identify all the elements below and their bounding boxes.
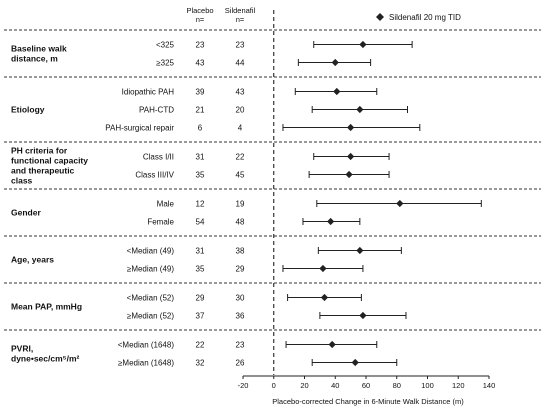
column-header-n-placebo: n= [196, 15, 205, 24]
x-tick-label: 80 [393, 381, 401, 390]
x-axis-label: Placebo-corrected Change in 6-Minute Wal… [272, 397, 464, 406]
placebo-n-value: 29 [196, 294, 205, 303]
placebo-n-value: 21 [196, 106, 205, 115]
point-estimate-diamond [359, 311, 367, 320]
subgroup-label: Class III/IV [135, 171, 174, 180]
x-tick-label: 40 [331, 381, 339, 390]
placebo-n-value: 31 [196, 153, 205, 162]
group-label: PVRI, dyne•sec/cm⁵/m² [11, 344, 80, 364]
placebo-n-value: 31 [196, 247, 205, 256]
placebo-n-value: 23 [196, 41, 205, 50]
point-estimate-diamond [327, 217, 335, 226]
column-header-placebo: Placebo [186, 6, 213, 15]
placebo-n-value: 39 [196, 88, 205, 97]
point-estimate-diamond [356, 105, 364, 114]
subgroup-label: <Median (52) [127, 294, 175, 303]
subgroup-label: Male [157, 200, 175, 209]
group-label: PH criteria for functional capacity and th… [11, 146, 88, 186]
point-estimate-diamond [359, 40, 367, 49]
sildenafil-n-value: 23 [236, 41, 245, 50]
placebo-n-value: 35 [196, 265, 205, 274]
sildenafil-n-value: 29 [236, 265, 245, 274]
subgroup-label: PAH-surgical repair [105, 124, 174, 133]
placebo-n-value: 22 [196, 341, 205, 350]
point-estimate-diamond [320, 293, 329, 302]
placebo-n-value: 37 [196, 312, 205, 321]
placebo-n-value: 54 [196, 218, 205, 227]
sildenafil-n-value: 30 [236, 294, 245, 303]
group-label: Etiology [11, 105, 45, 115]
x-tick-label: 0 [272, 381, 276, 390]
sildenafil-n-value: 43 [236, 88, 245, 97]
subgroup-label: Class I/II [143, 153, 174, 162]
x-tick-label: 60 [362, 381, 370, 390]
sildenafil-n-value: 38 [236, 247, 245, 256]
placebo-n-value: 32 [196, 359, 205, 368]
x-tick-label: 140 [483, 381, 496, 390]
group-label: Age, years [11, 255, 54, 265]
sildenafil-n-value: 19 [236, 200, 245, 209]
point-estimate-diamond [347, 152, 355, 161]
group-label: Baseline walk distance, m [11, 44, 67, 64]
sildenafil-n-value: 36 [236, 312, 245, 321]
sildenafil-n-value: 44 [236, 59, 245, 68]
x-tick-label: -20 [238, 381, 249, 390]
point-estimate-diamond [356, 246, 364, 255]
sildenafil-n-value: 22 [236, 153, 245, 162]
point-estimate-diamond [345, 170, 353, 179]
placebo-n-value: 6 [198, 124, 203, 133]
point-estimate-diamond [328, 340, 336, 349]
sildenafil-n-value: 4 [238, 124, 243, 133]
x-tick-label: 120 [452, 381, 465, 390]
subgroup-label: <Median (49) [127, 247, 175, 256]
subgroup-label: Idiopathic PAH [122, 88, 175, 97]
placebo-n-value: 12 [196, 200, 205, 209]
point-estimate-diamond [351, 358, 359, 367]
column-header-sildenafil: Sildenafil [225, 6, 256, 15]
point-estimate-diamond [333, 87, 341, 96]
subgroup-label: PAH-CTD [139, 106, 174, 115]
sildenafil-n-value: 45 [236, 171, 245, 180]
sildenafil-n-value: 23 [236, 341, 245, 350]
legend-label: Sildenafil 20 mg TID [389, 13, 461, 22]
subgroup-label: <Median (1648) [118, 341, 175, 350]
legend-diamond-marker [376, 13, 384, 21]
point-estimate-diamond [319, 264, 327, 273]
subgroup-label: ≥Median (49) [127, 265, 174, 274]
point-estimate-diamond [396, 199, 404, 208]
sildenafil-n-value: 20 [236, 106, 245, 115]
subgroup-label: Female [147, 218, 174, 227]
subgroup-label: ≥325 [156, 59, 174, 68]
x-tick-label: 20 [300, 381, 308, 390]
subgroup-label: ≥Median (52) [127, 312, 174, 321]
column-header-n-sildenafil: n= [236, 15, 245, 24]
sildenafil-n-value: 48 [236, 218, 245, 227]
group-label: Mean PAP, mmHg [11, 302, 82, 312]
x-tick-label: 100 [421, 381, 434, 390]
subgroup-label: ≥Median (1648) [118, 359, 174, 368]
placebo-n-value: 35 [196, 171, 205, 180]
subgroup-label: <325 [156, 41, 175, 50]
placebo-n-value: 43 [196, 59, 205, 68]
sildenafil-n-value: 26 [236, 359, 245, 368]
point-estimate-diamond [331, 58, 339, 67]
group-label: Gender [11, 208, 41, 218]
point-estimate-diamond [347, 123, 355, 132]
